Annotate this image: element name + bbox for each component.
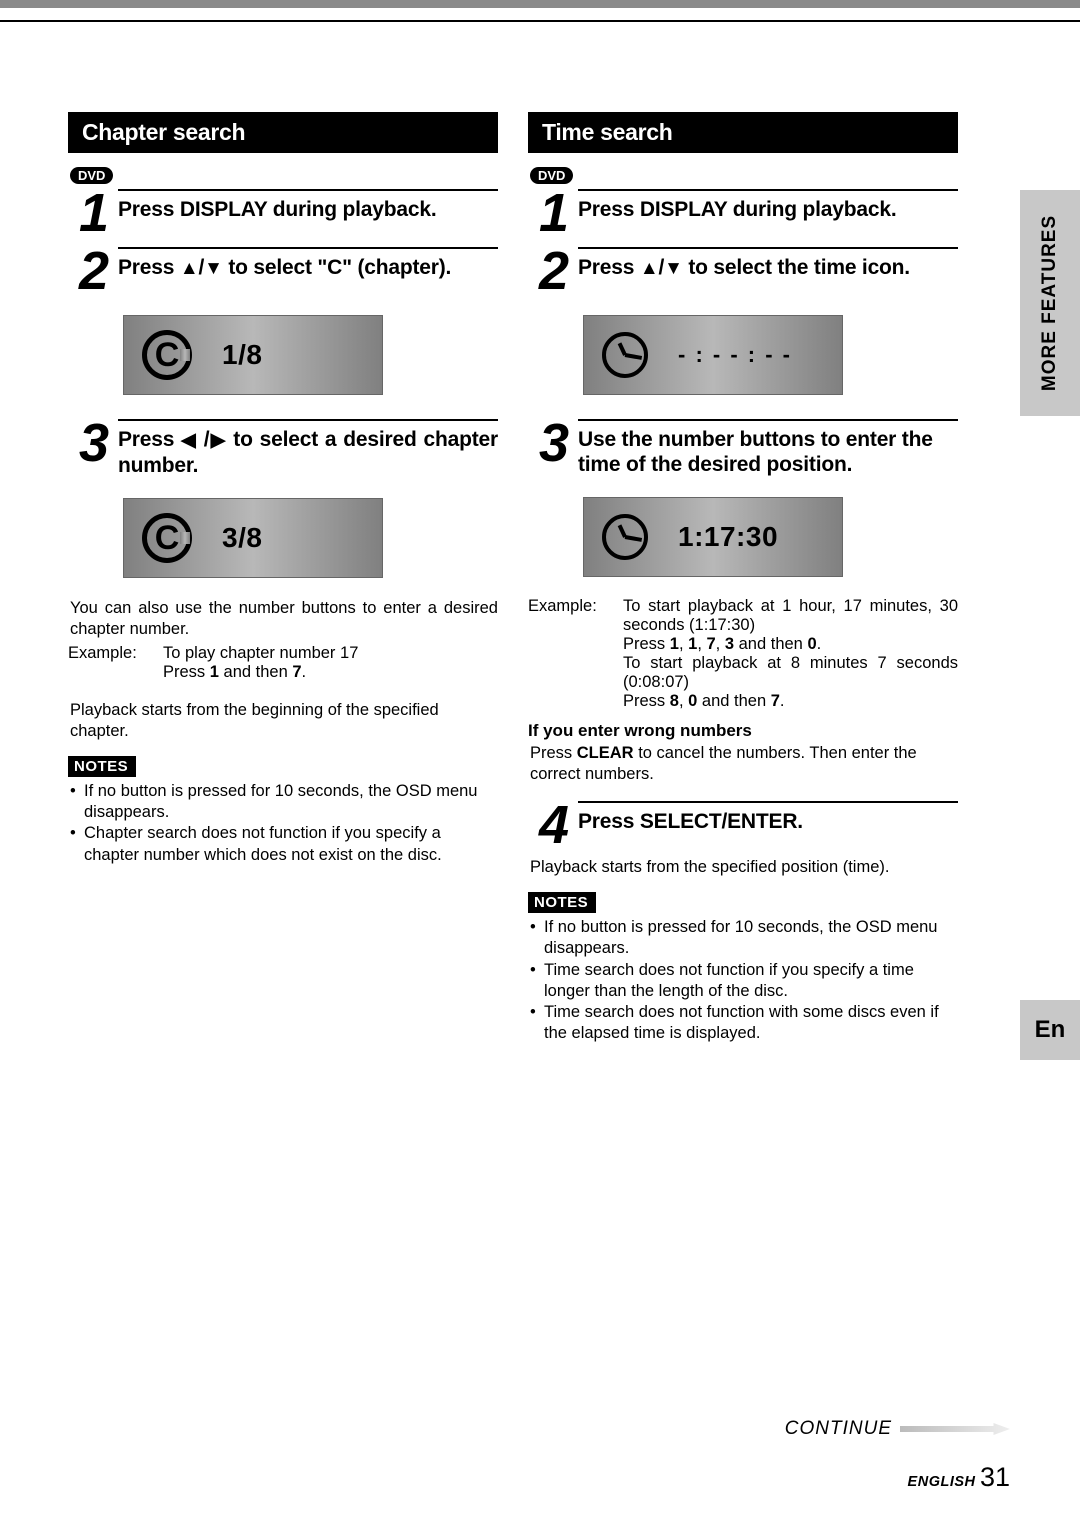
step-number-4: 4 [528,803,578,849]
dvd-badge: DVD [530,167,573,184]
step-1-instruction: Press DISPLAY during playback. [118,197,498,222]
osd-value: 1:17:30 [678,521,778,553]
osd-value: - : - - : - - [678,342,792,368]
body-text: Press CLEAR to cancel the numbers. Then … [530,743,958,785]
body-text: Playback starts from the beginning of th… [70,700,498,742]
osd-chapter-3-8: C 3/8 [123,498,383,578]
osd-chapter-1-8: C 1/8 [123,315,383,395]
step-3-instruction: Press ◀ /▶ to select a desired chapter n… [118,427,498,478]
note-item: If no button is pressed for 10 seconds, … [70,781,498,823]
step-2-instruction: Press ▲/▼ to select "C" (chapter). [118,255,498,281]
body-text: Playback starts from the specified posit… [530,857,958,878]
osd-time-value: 1:17:30 [583,497,843,577]
dvd-badge: DVD [70,167,113,184]
osd-value: 1/8 [222,339,262,371]
example-row: Example: To play chapter number 17 Press… [68,644,498,682]
clock-icon [602,514,648,560]
continue-arrow-icon [900,1423,1010,1435]
step-number-1: 1 [68,191,118,237]
notes-label: NOTES [528,892,596,913]
note-item: Time search does not function if you spe… [530,960,958,1002]
chapter-icon: C [142,330,192,380]
chapter-icon: C [142,513,192,563]
note-item: Time search does not function with some … [530,1002,958,1044]
step-1-instruction: Press DISPLAY during playback. [578,197,958,222]
osd-time-blank: - : - - : - - [583,315,843,395]
body-text: You can also use the number buttons to e… [70,598,498,640]
notes-label: NOTES [68,756,136,777]
top-rule [0,20,1080,22]
step-number-3: 3 [528,421,578,467]
time-search-header: Time search [528,112,958,153]
top-grey-bar [0,0,1080,8]
time-search-column: Time search DVD 1 Press DISPLAY during p… [528,112,958,1044]
step-number-2: 2 [68,249,118,295]
chapter-search-column: Chapter search DVD 1 Press DISPLAY durin… [68,112,498,1044]
step-2-instruction: Press ▲/▼ to select the time icon. [578,255,958,281]
notes-list: If no button is pressed for 10 seconds, … [70,781,498,865]
side-tab-more-features: MORE FEATURES [1020,190,1080,416]
step-number-3: 3 [68,421,118,467]
step-3-instruction: Use the number buttons to enter the time… [578,427,958,477]
note-item: If no button is pressed for 10 seconds, … [530,917,958,959]
side-tab-language: En [1020,1000,1080,1060]
step-4-instruction: Press SELECT/ENTER. [578,809,958,834]
wrong-numbers-heading: If you enter wrong numbers [528,721,958,741]
step-number-1: 1 [528,191,578,237]
clock-icon [602,332,648,378]
example-row: Example: To start playback at 1 hour, 17… [528,597,958,711]
page-footer: CONTINUE ENGLISH 31 [785,1418,1010,1493]
continue-label: CONTINUE [785,1418,892,1440]
notes-list: If no button is pressed for 10 seconds, … [530,917,958,1044]
page-number: ENGLISH 31 [785,1462,1010,1493]
note-item: Chapter search does not function if you … [70,823,498,865]
osd-value: 3/8 [222,522,262,554]
side-tab-label: MORE FEATURES [1039,215,1061,391]
step-number-2: 2 [528,249,578,295]
chapter-search-header: Chapter search [68,112,498,153]
